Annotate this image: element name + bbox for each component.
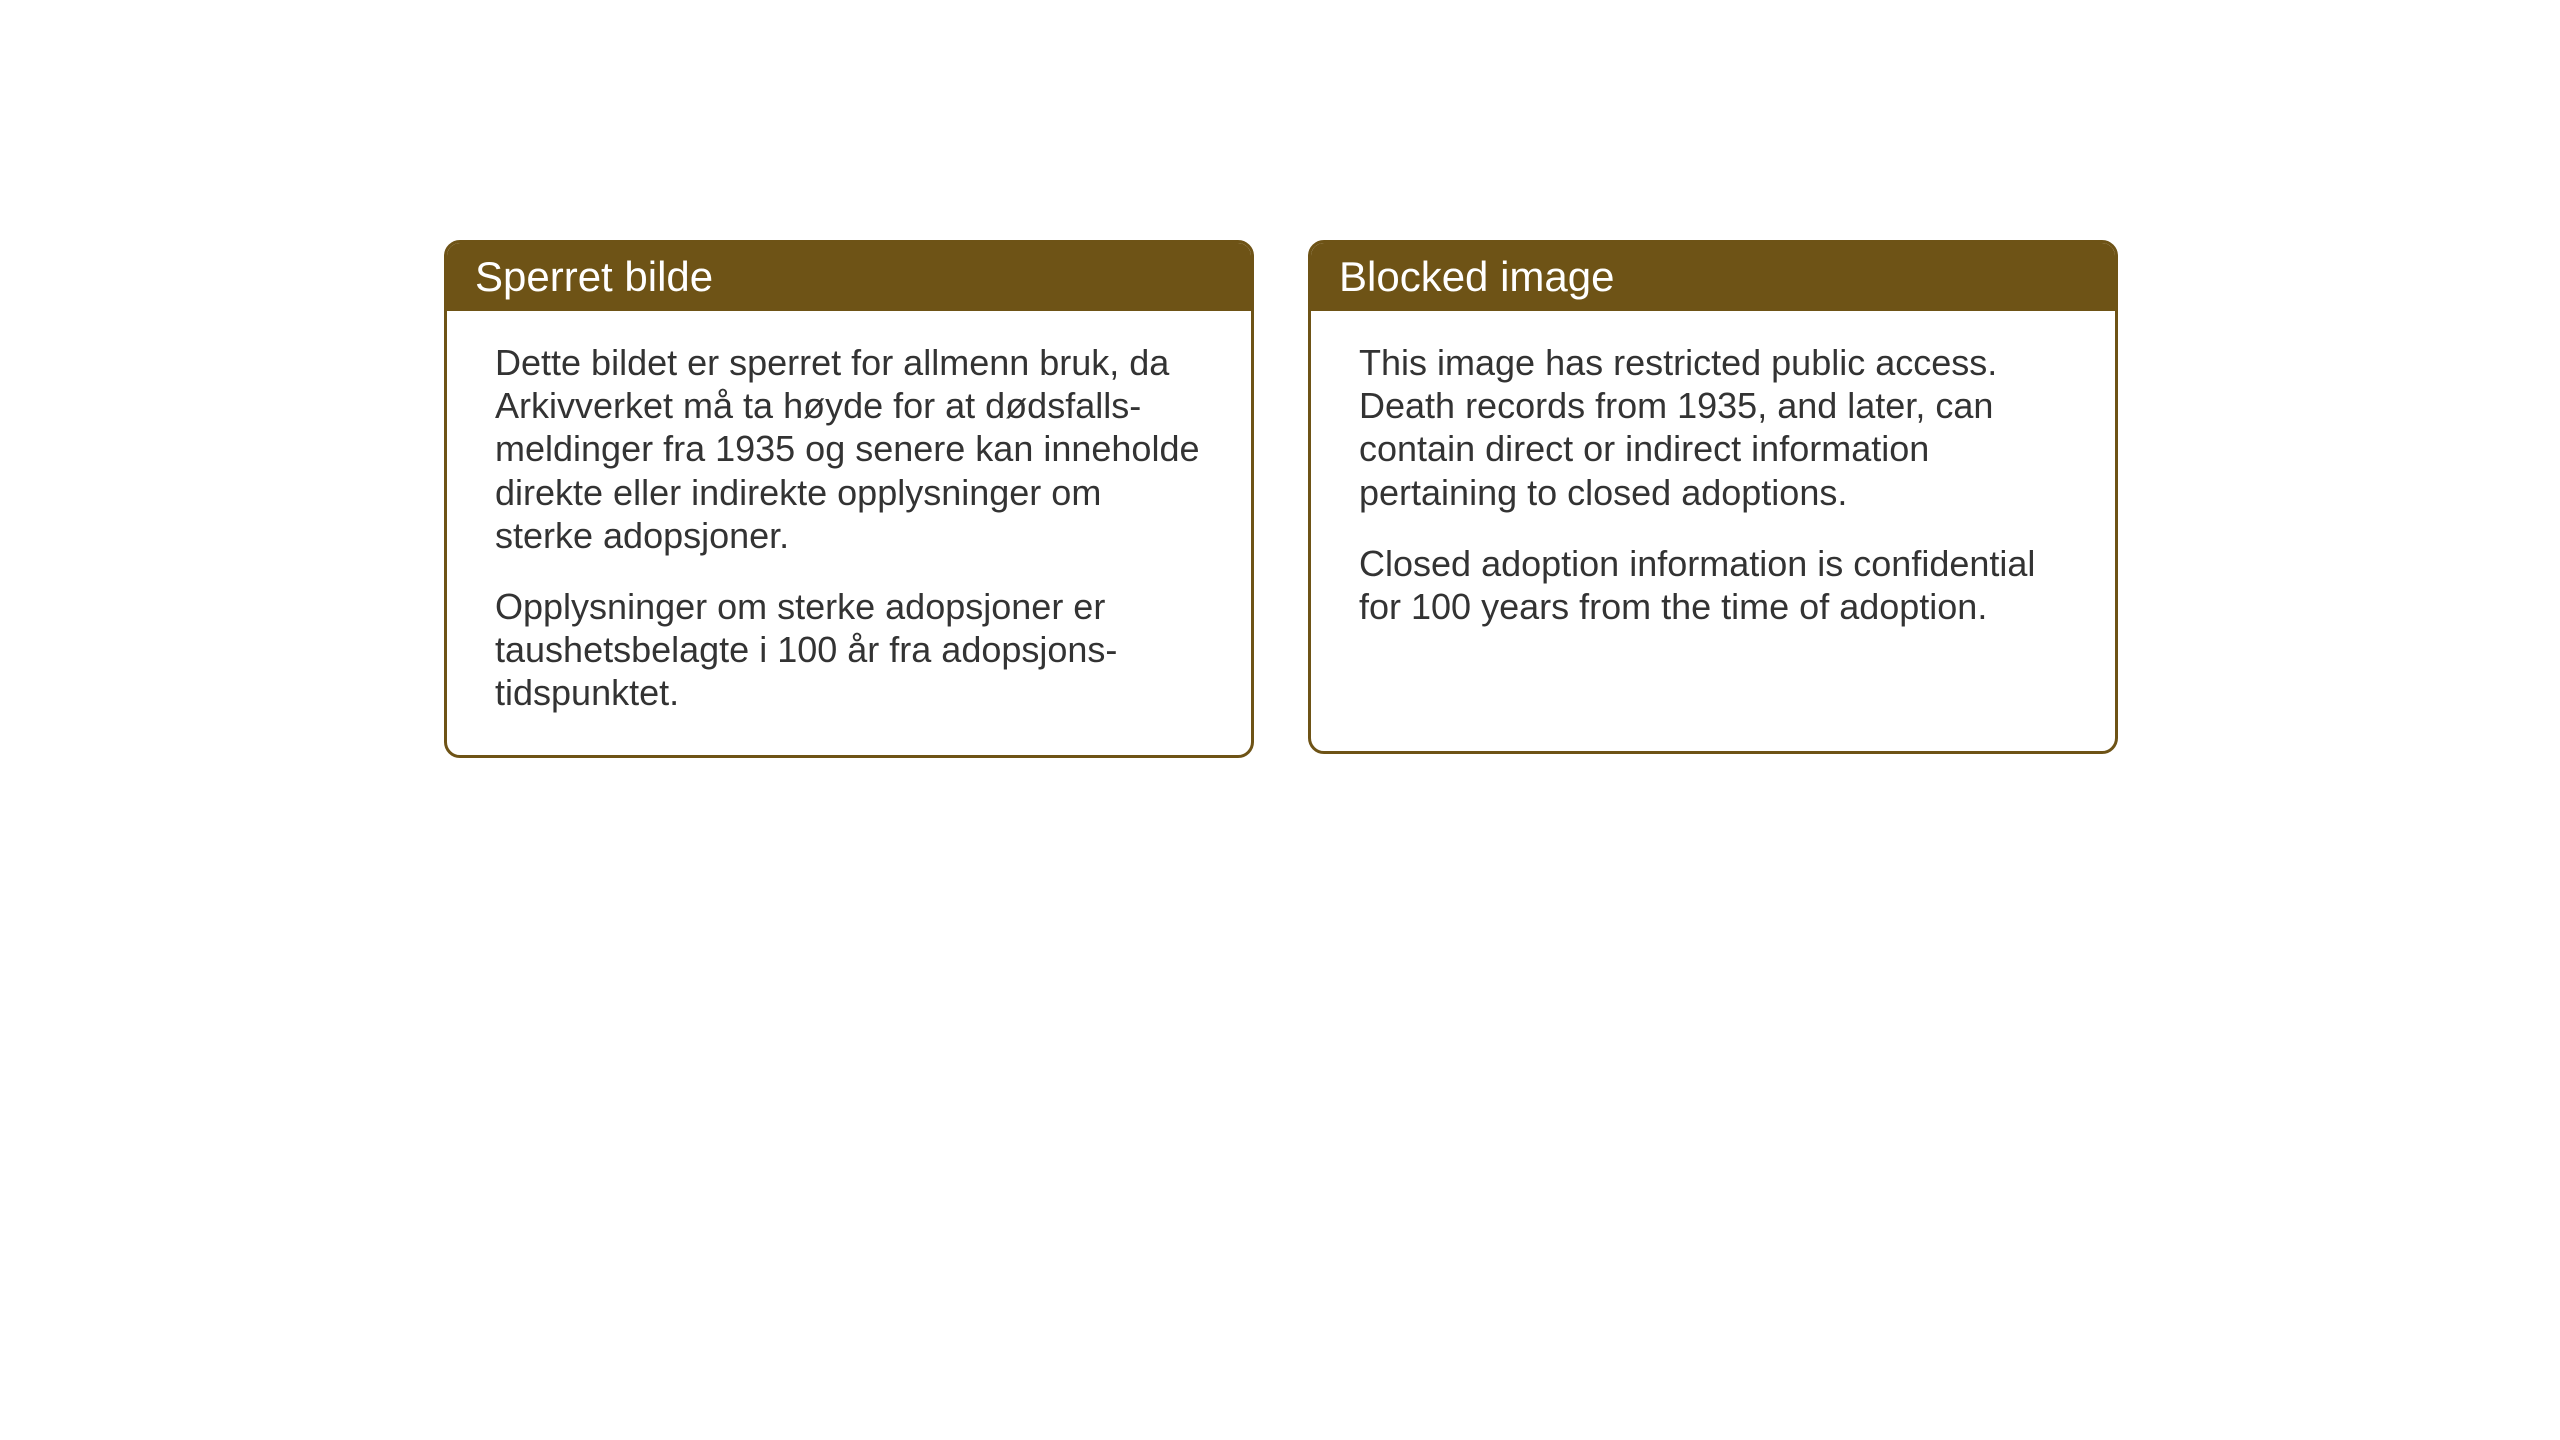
english-message-body: This image has restricted public access.… — [1311, 311, 2115, 668]
norwegian-message-title: Sperret bilde — [447, 243, 1251, 311]
norwegian-message-box: Sperret bilde Dette bildet er sperret fo… — [444, 240, 1254, 758]
message-container: Sperret bilde Dette bildet er sperret fo… — [444, 240, 2118, 758]
english-paragraph-1: This image has restricted public access.… — [1359, 341, 2067, 514]
english-paragraph-2: Closed adoption information is confident… — [1359, 542, 2067, 628]
norwegian-message-body: Dette bildet er sperret for allmenn bruk… — [447, 311, 1251, 755]
english-message-title: Blocked image — [1311, 243, 2115, 311]
norwegian-paragraph-1: Dette bildet er sperret for allmenn bruk… — [495, 341, 1203, 557]
norwegian-paragraph-2: Opplysninger om sterke adopsjoner er tau… — [495, 585, 1203, 715]
english-message-box: Blocked image This image has restricted … — [1308, 240, 2118, 754]
